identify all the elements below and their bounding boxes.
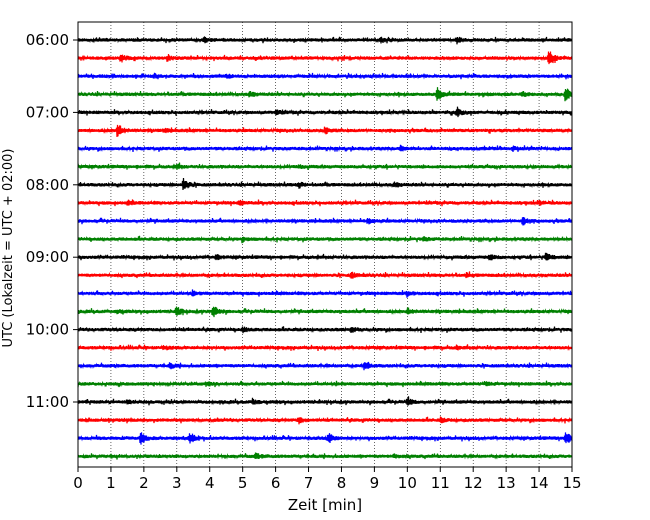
trace-10:30 — [77, 361, 573, 371]
x-tick-label: 10 — [398, 474, 417, 492]
trace-08:15 — [77, 199, 573, 207]
trace-09:30 — [77, 289, 573, 298]
grid-lines — [110, 22, 540, 467]
trace-11:00 — [77, 396, 573, 406]
trace-11:45 — [77, 452, 573, 460]
x-tick-label: 12 — [464, 474, 483, 492]
x-tick-label: 3 — [172, 474, 182, 492]
trace-09:00 — [77, 252, 573, 261]
trace-07:45 — [77, 162, 573, 171]
x-tick-label: 14 — [530, 474, 549, 492]
x-tick-label: 0 — [73, 474, 83, 492]
plot-frame — [77, 21, 573, 468]
x-axis-label: Zeit [min] — [288, 496, 362, 514]
trace-07:00 — [77, 106, 573, 118]
axes: 0 1 2 3 4 5 6 7 8 9 10 11 12 13 14 1506:0007:0008:0009:… — [26, 31, 582, 492]
trace-10:15 — [77, 344, 573, 352]
x-tick-label: 15 — [562, 474, 581, 492]
trace-07:30 — [77, 144, 573, 153]
trace-09:45 — [77, 306, 573, 318]
x-tick-label: 1 — [106, 474, 116, 492]
y-tick-label: 11:00 — [26, 393, 69, 411]
trace-08:45 — [77, 235, 573, 244]
x-tick-label: 5 — [238, 474, 248, 492]
x-tick-label: 2 — [139, 474, 149, 492]
y-tick-label: 09:00 — [26, 248, 69, 266]
x-tick-label: 9 — [370, 474, 380, 492]
x-tick-label: 8 — [337, 474, 347, 492]
trace-06:30 — [77, 72, 573, 80]
x-tick-label: 7 — [304, 474, 314, 492]
y-tick-label: 06:00 — [26, 31, 69, 49]
x-tick-label: 13 — [497, 474, 516, 492]
trace-06:15 — [77, 51, 573, 65]
trace-10:00 — [77, 326, 573, 334]
trace-08:30 — [77, 217, 573, 226]
trace-11:15 — [77, 416, 573, 425]
x-tick-label: 11 — [431, 474, 450, 492]
trace-layer — [77, 36, 573, 460]
trace-08:00 — [77, 178, 573, 191]
trace-07:15 — [77, 124, 573, 138]
y-tick-label: 10:00 — [26, 321, 69, 339]
y-tick-label: 08:00 — [26, 176, 69, 194]
trace-09:15 — [77, 271, 573, 279]
trace-06:45 — [77, 87, 573, 102]
trace-06:00 — [77, 36, 573, 45]
y-tick-label: 07:00 — [26, 103, 69, 121]
y-axis-label: UTC (Lokalzeit = UTC + 02:00) — [1, 149, 16, 348]
x-tick-label: 4 — [205, 474, 215, 492]
x-tick-label: 6 — [271, 474, 281, 492]
trace-10:45 — [77, 380, 573, 388]
trace-11:30 — [77, 432, 573, 445]
